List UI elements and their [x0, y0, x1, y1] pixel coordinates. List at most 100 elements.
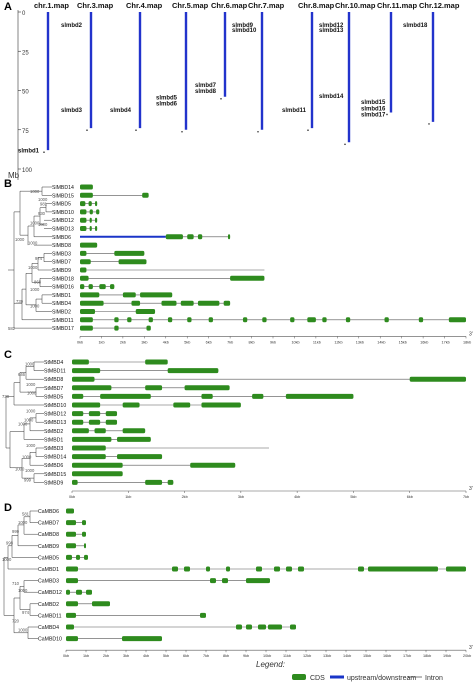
- gene-label: StMBD13: [44, 420, 66, 426]
- chromosome-gene-label: slmbd5: [156, 95, 178, 101]
- bootstrap-value: 582: [8, 326, 16, 331]
- phylogenetic-tree-d: [3, 510, 38, 639]
- gene-label: SlMBD17: [52, 326, 74, 332]
- gene-cds-exon: [145, 479, 163, 485]
- scale-tick-label: 5kb: [350, 495, 356, 499]
- gene-cds-exon: [72, 376, 95, 382]
- scale-tick-label: 0kb: [63, 654, 69, 658]
- gene-cds-exon: [118, 259, 147, 265]
- gene-label: SlMBD2: [52, 310, 71, 316]
- bootstrap-value: 1000: [15, 237, 25, 242]
- gene-cds-exon: [105, 419, 118, 425]
- chromosome-end-dot: [257, 130, 259, 133]
- scale-tick-label: 15kb: [399, 340, 407, 344]
- gene-cds-exon: [80, 250, 87, 256]
- scale-tick-label: 13kb: [323, 654, 331, 658]
- gene-cds-exon: [89, 226, 92, 231]
- gene-cds-exon: [210, 578, 216, 584]
- chromosome-end-dot: [428, 123, 430, 125]
- gene-cds-exon: [201, 393, 213, 399]
- gene-cds-exon: [88, 419, 101, 425]
- scale-tick-label: 16kb: [383, 654, 391, 658]
- gene-cds-exon: [262, 317, 267, 323]
- gene-cds-exon: [66, 566, 78, 572]
- gene-cds-exon: [384, 317, 389, 323]
- scale-tick-label: 5kb: [163, 654, 169, 658]
- scale-tick-label: 17kb: [442, 340, 450, 344]
- gene-label: SlMBD18: [52, 276, 74, 282]
- gene-label: StMBD4: [44, 360, 63, 366]
- scale-tick-label: 6kb: [183, 654, 189, 658]
- bootstrap-value: 1000: [24, 417, 34, 422]
- scale-tick-label: 12kb: [303, 654, 311, 658]
- gene-cds-exon: [80, 300, 104, 306]
- gene-cds-exon: [172, 566, 178, 572]
- bootstrap-value: 1000: [30, 220, 40, 225]
- gene-label: StMBD12: [44, 412, 66, 418]
- phylogenetic-tree-b: [8, 186, 52, 329]
- gene-cds-exon: [307, 317, 316, 323]
- gene-label: SlMBD4: [52, 301, 71, 307]
- scale-tick-label: 2kb: [120, 340, 126, 344]
- chromosome-map: 0 25 50 75 100 Mb chr.1.map slmbd1 Chr.3.map sl…: [8, 1, 460, 180]
- gene-cds-exon: [180, 300, 194, 306]
- gene-label: StMBD8: [44, 377, 63, 383]
- chromosome-gene-label: slmbd4: [110, 108, 132, 114]
- gene-label: SlMBD9: [52, 268, 71, 274]
- scale-tick-label: 14kb: [343, 654, 351, 658]
- gene-cds-exon: [100, 393, 151, 399]
- gene-label: SlMBD15: [52, 193, 74, 199]
- chromosome-gene-label: slmbd18: [403, 23, 428, 29]
- gene-label: StMBD2: [44, 429, 63, 435]
- gene-cds-exon: [368, 566, 438, 572]
- chromosome-name: Chr.5.map: [172, 1, 209, 10]
- gene-cds-exon: [72, 402, 101, 408]
- chromosome-gene-label: slmbd16: [361, 106, 386, 112]
- bootstrap-value: 1000: [28, 265, 38, 270]
- panel-label-c: C: [4, 349, 12, 361]
- bootstrap-value: 1000: [26, 409, 36, 414]
- gene-label: StMBD14: [44, 455, 66, 461]
- gene-cds-exon: [88, 411, 101, 417]
- scale-tick-label: 7kb: [463, 495, 469, 499]
- bootstrap-value: 999: [12, 529, 20, 534]
- chromosome-name: Chr.6.map: [211, 1, 248, 10]
- gene-cds-exon: [66, 578, 78, 584]
- gene-label: SlMBD5: [52, 202, 71, 208]
- bootstrap-value: 1000: [28, 240, 38, 245]
- gene-label: CaMBD2: [38, 602, 59, 608]
- gene-cds-exon: [94, 428, 106, 434]
- gene-cds-exon: [88, 201, 92, 207]
- gene-cds-exon: [114, 250, 145, 256]
- gene-cds-exon: [190, 462, 236, 468]
- potato-gene-panel: StMBD4 StMBD11 StMBD8 StMBD7 StMBD5 StMBD10 St…: [2, 359, 473, 499]
- legend-title: Legend:: [256, 660, 285, 669]
- gene-cds-exon: [88, 284, 93, 290]
- gene-cds-exon: [187, 317, 192, 323]
- gene-cds-exon: [66, 601, 78, 607]
- bootstrap-value: 1000: [22, 454, 32, 459]
- gene-cds-exon: [268, 624, 282, 630]
- gene-cds-exon: [167, 479, 174, 485]
- gene-cds-exon: [66, 520, 76, 526]
- legend-intron-label: Intron: [425, 675, 443, 682]
- mb-axis-tick-label: 75: [22, 129, 29, 135]
- chromosome-gene-label: slmbd9: [232, 23, 254, 29]
- scale-tick-label: 3kb: [238, 495, 244, 499]
- scale-tick-label: 6kb: [407, 495, 413, 499]
- gene-cds-exon: [110, 284, 115, 290]
- bootstrap-value: 1000: [15, 466, 25, 471]
- chromosome-name: chr.1.map: [34, 1, 69, 10]
- chromosome-gene-label: slmbd8: [195, 89, 217, 95]
- scale-tick-label: 7kb: [203, 654, 209, 658]
- panel-label-b: B: [4, 178, 12, 190]
- gene-cds-exon: [72, 419, 84, 425]
- scale-tick-label: 4kb: [294, 495, 300, 499]
- chromosome-gene-label: slmbd2: [61, 23, 83, 29]
- gene-cds-exon: [246, 578, 270, 584]
- gene-cds-exon: [114, 317, 119, 323]
- gene-label: SlMBD6: [52, 235, 71, 241]
- gene-cds-exon: [258, 624, 266, 630]
- chromosome-gene-label: slmbd7: [195, 83, 217, 89]
- gene-cds-exon: [184, 385, 230, 391]
